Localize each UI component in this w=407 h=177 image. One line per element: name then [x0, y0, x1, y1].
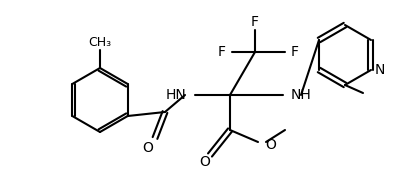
- Text: F: F: [251, 15, 259, 29]
- Text: F: F: [218, 45, 226, 59]
- Text: N: N: [375, 63, 385, 77]
- Text: HN: HN: [165, 88, 186, 102]
- Text: F: F: [291, 45, 299, 59]
- Text: O: O: [199, 155, 210, 169]
- Text: O: O: [142, 141, 153, 155]
- Text: CH₃: CH₃: [88, 36, 112, 48]
- Text: NH: NH: [291, 88, 312, 102]
- Text: O: O: [265, 138, 276, 152]
